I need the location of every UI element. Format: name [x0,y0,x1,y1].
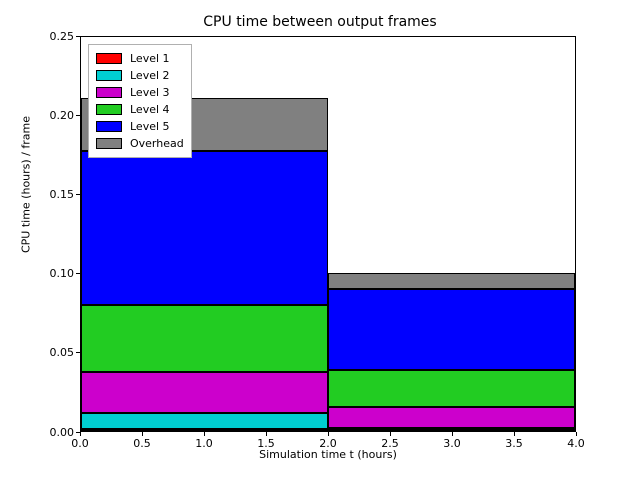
y-tick-label-5: 0.25 [49,30,75,43]
x-tick-label-3: 1.5 [257,437,275,450]
bar-2-4-level-4 [328,370,575,408]
x-tick-mark-2 [204,432,205,436]
y-tick-mark-0 [76,432,80,433]
x-tick-mark-0 [80,432,81,436]
legend: Level 1 Level 2 Level 3 Level 4 Level 5 … [88,44,192,158]
legend-swatch-level-1 [96,53,122,64]
legend-item-level-3: Level 3 [96,84,184,101]
y-tick-label-2: 0.10 [49,267,75,280]
x-tick-mark-3 [266,432,267,436]
x-tick-label-1: 0.5 [133,437,151,450]
legend-swatch-level-3 [96,87,122,98]
bar-2-4-level-3 [328,407,575,428]
y-tick-mark-5 [76,36,80,37]
x-tick-label-0: 0.0 [71,437,89,450]
bar-group [81,37,575,431]
legend-item-level-5: Level 5 [96,118,184,135]
bar-2-4-level-2 [328,427,575,431]
y-tick-label-0: 0.00 [49,426,75,439]
x-axis-label: Simulation time t (hours) [259,448,397,461]
legend-swatch-overhead [96,138,122,149]
x-tick-label-7: 3.5 [505,437,523,450]
legend-label-level-5: Level 5 [130,120,170,133]
legend-swatch-level-5 [96,121,122,132]
x-tick-mark-1 [142,432,143,436]
x-tick-label-5: 2.5 [381,437,399,450]
legend-label-level-3: Level 3 [130,86,170,99]
bar-0-2-level-4 [81,304,328,372]
chart-title: CPU time between output frames [203,14,437,30]
x-tick-label-2: 1.0 [195,437,213,450]
legend-item-overhead: Overhead [96,135,184,152]
y-tick-mark-1 [76,352,80,353]
y-tick-mark-2 [76,273,80,274]
y-tick-mark-3 [76,194,80,195]
legend-label-level-1: Level 1 [130,52,170,65]
legend-swatch-level-4 [96,104,122,115]
x-tick-label-6: 3.0 [443,437,461,450]
bar-0-2-level-3 [81,371,328,413]
y-axis-label: CPU time (hours) / frame [19,115,33,254]
x-tick-label-4: 2.0 [319,437,337,450]
legend-label-level-2: Level 2 [130,69,170,82]
y-tick-mark-4 [76,115,80,116]
legend-item-level-2: Level 2 [96,67,184,84]
bar-2-4-level-5 [328,289,575,371]
y-tick-label-1: 0.05 [49,346,75,359]
bar-0-2-level-2 [81,412,328,430]
legend-item-level-1: Level 1 [96,50,184,67]
legend-label-level-4: Level 4 [130,103,170,116]
legend-swatch-level-2 [96,70,122,81]
x-tick-mark-8 [576,432,577,436]
y-tick-label-4: 0.20 [49,109,75,122]
legend-label-overhead: Overhead [130,137,184,150]
x-tick-mark-5 [390,432,391,436]
bar-0-2-level-5 [81,151,328,305]
bar-2-4-overhead [328,272,575,290]
x-tick-mark-7 [514,432,515,436]
x-tick-mark-4 [328,432,329,436]
y-tick-label-3: 0.15 [49,188,75,201]
x-tick-mark-6 [452,432,453,436]
bar-0-2-level-1 [81,429,328,431]
x-tick-label-8: 4.0 [567,437,585,450]
legend-item-level-4: Level 4 [96,101,184,118]
